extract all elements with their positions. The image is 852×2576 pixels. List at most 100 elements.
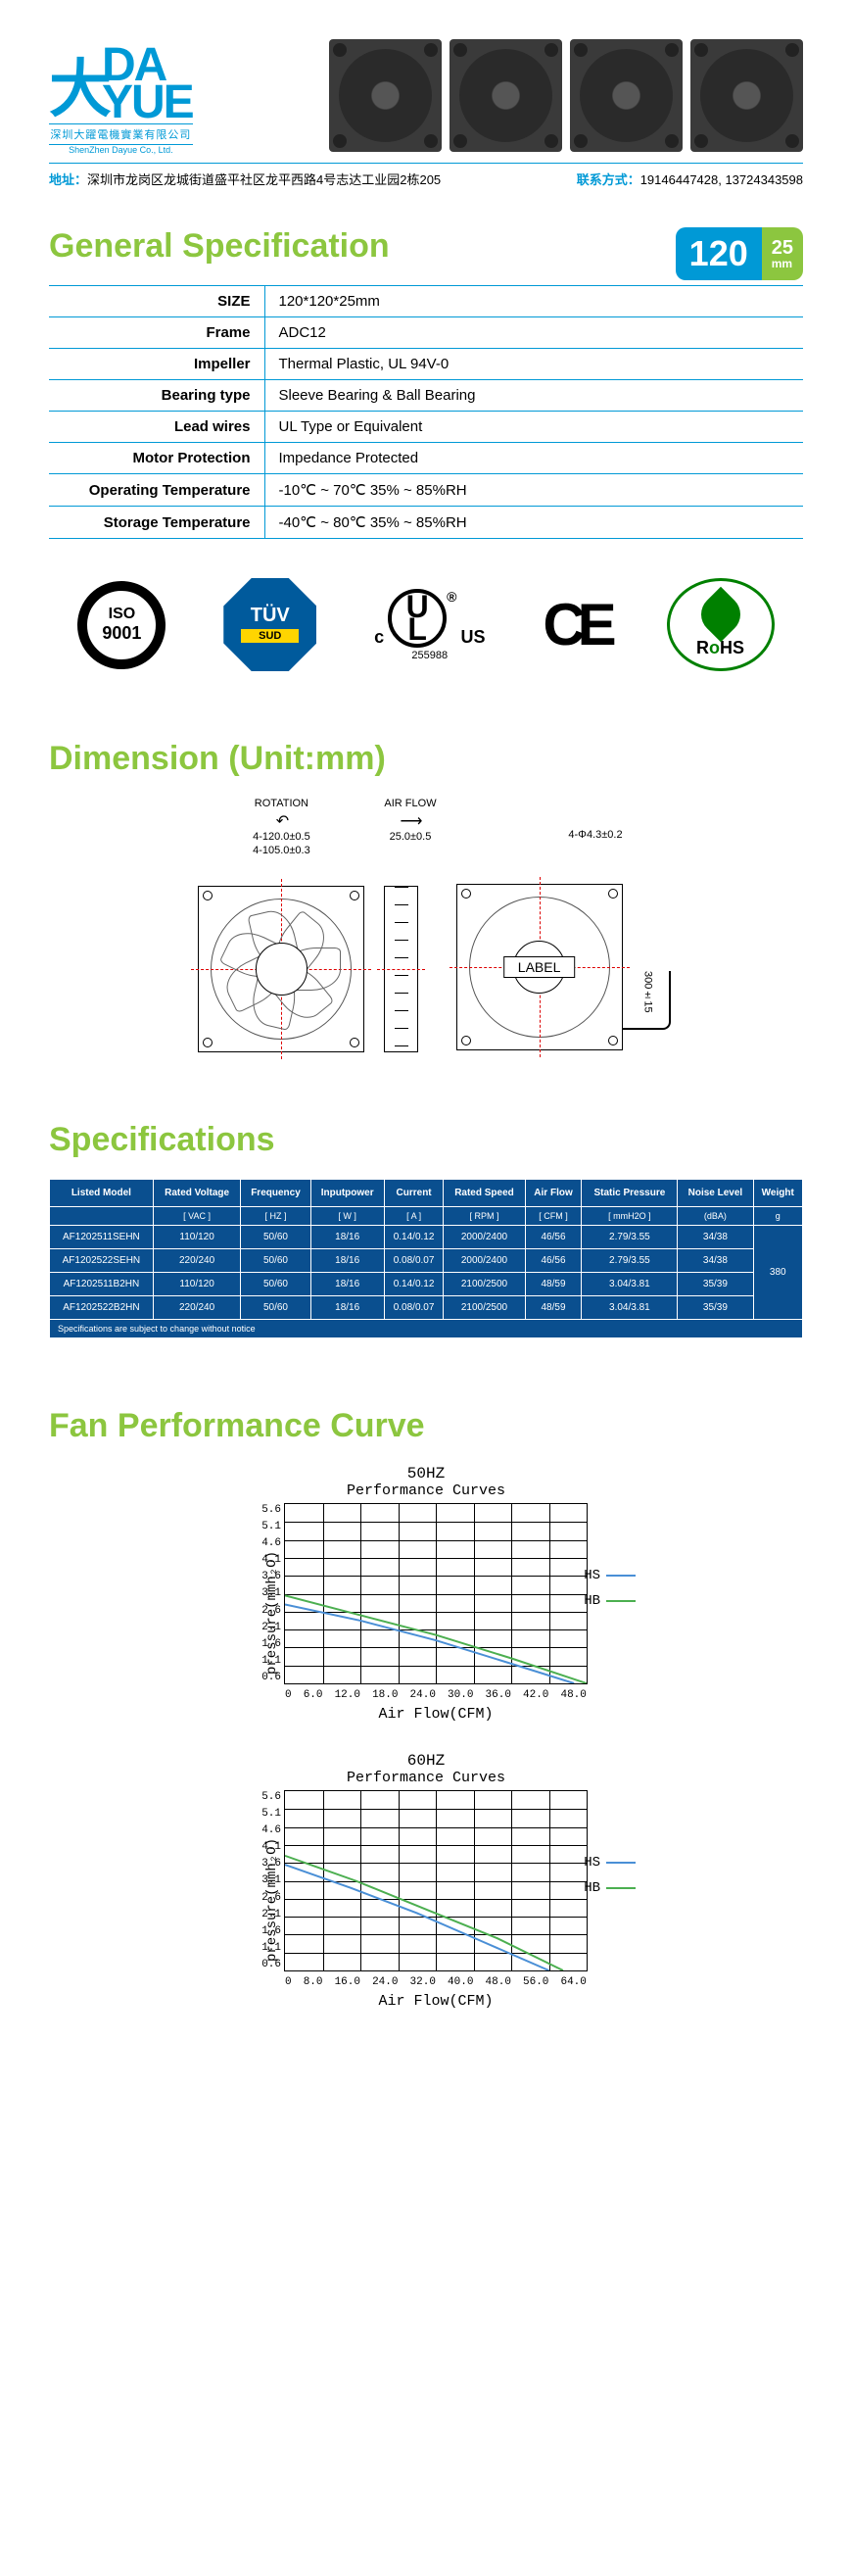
cell: 34/38: [678, 1249, 753, 1273]
spec-val: -10℃ ~ 70℃ 35% ~ 85%RH: [264, 474, 803, 507]
logo-company-en: ShenZhen Dayue Co., Ltd.: [49, 145, 193, 155]
fan-thumb: [570, 39, 683, 152]
chart-title: 60HZ: [264, 1752, 588, 1770]
phone-label: 联系方式：: [577, 172, 640, 187]
certifications: ISO9001 TÜVSUD cUL®US255988 CE RoHS: [49, 578, 803, 671]
spec-val: Thermal Plastic, UL 94V-0: [264, 349, 803, 380]
cell: 46/56: [525, 1249, 582, 1273]
col-unit: [ W ]: [310, 1207, 384, 1226]
logo-chinese: 大: [49, 39, 110, 129]
cell: 50/60: [241, 1273, 310, 1296]
col-header: Rated Voltage: [153, 1180, 241, 1207]
cell: AF1202511SEHN: [50, 1226, 154, 1249]
fan-thumb: [690, 39, 803, 152]
col-unit: g: [753, 1207, 802, 1226]
col-header: Current: [384, 1180, 444, 1207]
dim-hole: 4-Φ4.3±0.2: [456, 829, 623, 841]
logo-company-cn: 深圳大躍電機實業有限公司: [49, 123, 193, 145]
side-view: [384, 886, 418, 1052]
cell: 48/59: [525, 1296, 582, 1320]
cell: 2.79/3.55: [582, 1249, 678, 1273]
spec-key: Impeller: [49, 349, 264, 380]
logo: 大DAYUE 深圳大躍電機實業有限公司 ShenZhen Dayue Co., …: [49, 39, 193, 155]
spec-val: UL Type or Equivalent: [264, 412, 803, 443]
x-axis-label: Air Flow(CFM): [284, 1993, 588, 2010]
cell: 3.04/3.81: [582, 1273, 678, 1296]
size-main: 120: [676, 227, 762, 280]
col-header: Listed Model: [50, 1180, 154, 1207]
contact-bar: 地址：深圳市龙岗区龙城街道盛平社区龙平西路4号志达工业园2栋205 联系方式：1…: [49, 163, 803, 188]
cell: 0.14/0.12: [384, 1273, 444, 1296]
cell: 2100/2500: [444, 1273, 525, 1296]
chart-title: 50HZ: [264, 1465, 588, 1482]
spec-key: Lead wires: [49, 412, 264, 443]
cell: 0.08/0.07: [384, 1249, 444, 1273]
cell: 18/16: [310, 1249, 384, 1273]
phone: 19146447428, 13724343598: [640, 172, 803, 187]
spec-val: 120*120*25mm: [264, 286, 803, 317]
address: 深圳市龙岗区龙城街道盛平社区龙平西路4号志达工业园2栋205: [87, 172, 441, 187]
col-unit: [50, 1207, 154, 1226]
plot-area: 08.016.024.032.040.048.056.064.00.61.11.…: [284, 1790, 588, 1971]
ul-badge: cUL®US255988: [374, 589, 485, 661]
cell: 48/59: [525, 1273, 582, 1296]
general-spec-table: SIZE120*120*25mmFrameADC12ImpellerTherma…: [49, 285, 803, 539]
dimension-diagram: ROTATION ↶ 4-120.0±0.5 4-105.0±0.3 AIR F…: [49, 798, 803, 1052]
x-axis-label: Air Flow(CFM): [284, 1706, 588, 1723]
spec-val: ADC12: [264, 317, 803, 349]
chart-subtitle: Performance Curves: [264, 1482, 588, 1499]
airflow-label: AIR FLOW: [384, 798, 436, 809]
charts: 50HZ Performance Curves pressure(mmh₂O) …: [49, 1465, 803, 2010]
col-header: Weight: [753, 1180, 802, 1207]
cell: 110/120: [153, 1273, 241, 1296]
spec-key: Bearing type: [49, 380, 264, 412]
spec-val: Sleeve Bearing & Ball Bearing: [264, 380, 803, 412]
legend-label: HS: [584, 1568, 600, 1583]
size-sub: 25: [772, 238, 793, 258]
fan-thumb: [450, 39, 562, 152]
col-unit: [ mmH2O ]: [582, 1207, 678, 1226]
product-thumbnails: [329, 39, 803, 152]
cell: 35/39: [678, 1273, 753, 1296]
col-unit: [ HZ ]: [241, 1207, 310, 1226]
col-header: Noise Level: [678, 1180, 753, 1207]
size-badge: 120 25mm: [676, 227, 803, 280]
spec-key: SIZE: [49, 286, 264, 317]
cell: 18/16: [310, 1273, 384, 1296]
section-dimension-title: Dimension (Unit:mm): [49, 740, 803, 778]
spec-key: Storage Temperature: [49, 507, 264, 539]
size-unit: mm: [772, 258, 793, 269]
cell: AF1202511B2HN: [50, 1273, 154, 1296]
col-unit: [ A ]: [384, 1207, 444, 1226]
dim-depth: 25.0±0.5: [384, 831, 436, 843]
cell: 110/120: [153, 1226, 241, 1249]
spec-val: -40℃ ~ 80℃ 35% ~ 85%RH: [264, 507, 803, 539]
cell: AF1202522B2HN: [50, 1296, 154, 1320]
cell: 0.08/0.07: [384, 1296, 444, 1320]
front-view: [198, 886, 364, 1052]
col-header: Air Flow: [525, 1180, 582, 1207]
spec-key: Motor Protection: [49, 443, 264, 474]
legend-label: HS: [584, 1855, 600, 1871]
back-view: LABEL: [456, 884, 623, 1050]
cell: 50/60: [241, 1296, 310, 1320]
spec-val: Impedance Protected: [264, 443, 803, 474]
cell: 0.14/0.12: [384, 1226, 444, 1249]
cell: 34/38: [678, 1226, 753, 1249]
cell: 2000/2400: [444, 1226, 525, 1249]
plot-area: 06.012.018.024.030.036.042.048.00.61.11.…: [284, 1503, 588, 1684]
cell: 220/240: [153, 1296, 241, 1320]
col-header: Static Pressure: [582, 1180, 678, 1207]
cell: 50/60: [241, 1226, 310, 1249]
spec-key: Operating Temperature: [49, 474, 264, 507]
tuv-badge: TÜVSUD: [223, 578, 316, 671]
specifications-table: Listed ModelRated VoltageFrequencyInputp…: [49, 1179, 803, 1338]
fan-thumb: [329, 39, 442, 152]
cell: 220/240: [153, 1249, 241, 1273]
col-unit: [ CFM ]: [525, 1207, 582, 1226]
cell: 50/60: [241, 1249, 310, 1273]
label-text: LABEL: [503, 956, 576, 978]
weight-cell: 380: [753, 1226, 802, 1320]
chart-subtitle: Performance Curves: [264, 1770, 588, 1786]
col-unit: [ RPM ]: [444, 1207, 525, 1226]
